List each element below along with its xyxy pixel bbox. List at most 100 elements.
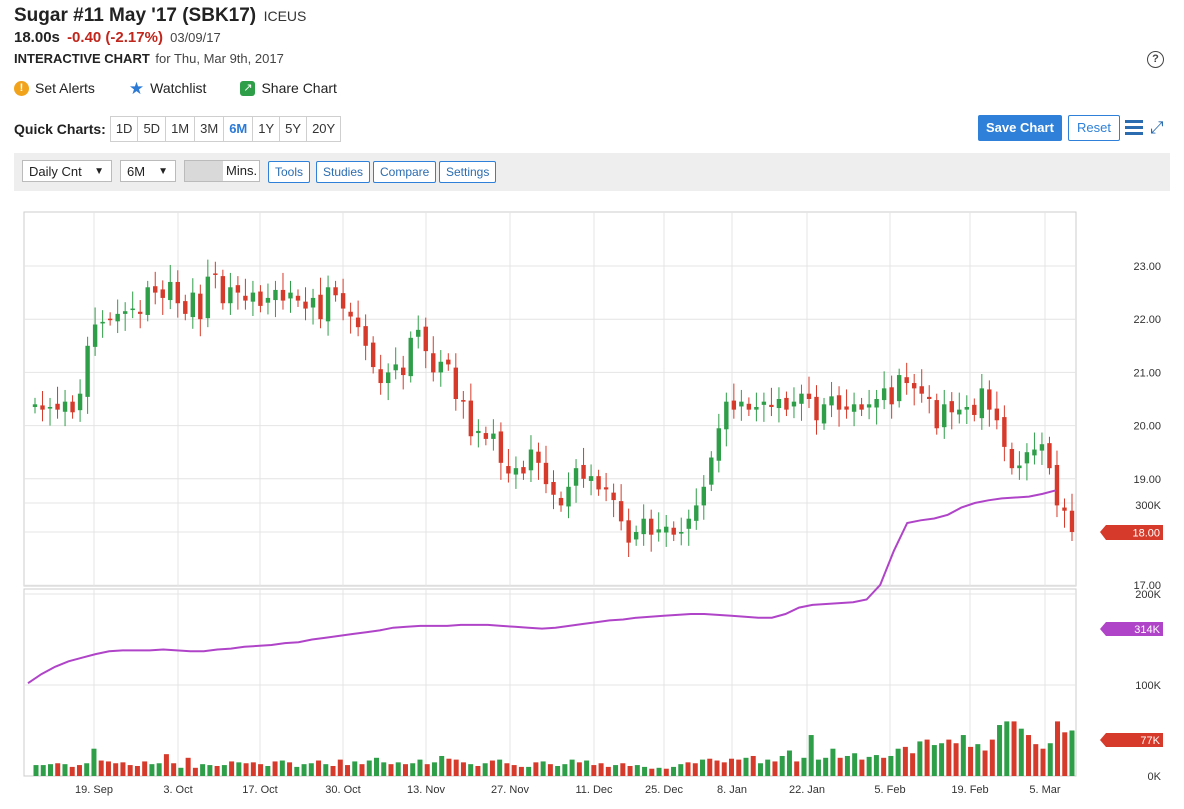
- volume-bar: [163, 754, 169, 776]
- candle: [438, 350, 443, 387]
- candle: [821, 397, 827, 430]
- volume-tick-label: 300K: [1135, 500, 1161, 512]
- watchlist-button[interactable]: ★ Watchlist: [129, 80, 207, 97]
- candle-body: [942, 404, 947, 428]
- candle: [220, 269, 226, 310]
- studies-button[interactable]: Studies: [316, 161, 371, 183]
- candle: [731, 383, 737, 419]
- quick-chart-6m[interactable]: 6M: [223, 116, 254, 142]
- candle-body: [799, 393, 804, 404]
- candle-body: [438, 361, 443, 373]
- volume-bar: [250, 762, 256, 776]
- candle-body: [626, 520, 631, 543]
- candle-body: [1062, 507, 1067, 511]
- volume-bar: [171, 763, 177, 776]
- menu-icon[interactable]: [1125, 120, 1143, 136]
- quick-chart-5y[interactable]: 5Y: [279, 116, 308, 142]
- price-change: -0.40 (-2.17%): [67, 29, 163, 46]
- date-tick-label: 22. Jan: [789, 784, 825, 796]
- price-panel-frame: [23, 211, 1077, 587]
- chevron-down-icon: ▼: [158, 166, 168, 177]
- candle: [295, 289, 301, 307]
- candle-body: [153, 286, 158, 293]
- candle: [761, 392, 767, 422]
- volume-bar: [584, 760, 590, 776]
- price-grid: [23, 211, 1077, 587]
- candle: [491, 419, 496, 451]
- candle: [521, 460, 526, 480]
- candle: [1039, 432, 1045, 465]
- open-interest-badge: 314K: [1100, 622, 1163, 636]
- volume-bar: [272, 761, 278, 776]
- candle-body: [964, 406, 969, 410]
- chevron-down-icon: ▼: [94, 166, 104, 177]
- candle: [656, 512, 661, 542]
- minutes-value-field[interactable]: [185, 161, 223, 181]
- candle: [416, 315, 421, 349]
- volume-bar: [489, 760, 495, 776]
- volume-bar: [460, 762, 466, 776]
- candle-body: [70, 401, 75, 413]
- volume-bar: [895, 748, 901, 776]
- candle-body: [250, 292, 256, 302]
- candle: [1024, 443, 1030, 481]
- quick-charts-label: Quick Charts:: [14, 121, 106, 137]
- candle-body: [446, 359, 451, 365]
- help-icon[interactable]: ?: [1147, 51, 1164, 68]
- volume-bar: [591, 765, 597, 776]
- volume-bar: [236, 762, 242, 776]
- candle: [235, 276, 241, 310]
- candle-body: [927, 396, 932, 399]
- quick-chart-5d[interactable]: 5D: [137, 116, 167, 142]
- candle-body: [145, 287, 150, 315]
- volume-bar: [779, 755, 785, 776]
- candle: [183, 294, 188, 321]
- volume-bar: [127, 765, 133, 776]
- volume-bar: [555, 765, 561, 776]
- tools-button[interactable]: Tools: [268, 161, 311, 183]
- candle-body: [1002, 417, 1007, 447]
- volume-bar: [402, 764, 408, 776]
- volume-bar: [924, 739, 930, 776]
- candle: [791, 387, 797, 419]
- save-chart-button[interactable]: Save Chart: [978, 115, 1062, 141]
- volume-bar: [671, 766, 677, 776]
- expand-icon[interactable]: ⤢: [1150, 118, 1164, 137]
- candle: [190, 278, 196, 329]
- volume-bar: [989, 739, 995, 776]
- candle: [889, 375, 894, 419]
- volume-bar: [497, 759, 503, 776]
- candle-body: [972, 404, 977, 415]
- candle-body: [122, 311, 128, 314]
- candle-body: [1039, 444, 1045, 451]
- quick-chart-1d[interactable]: 1D: [109, 116, 139, 142]
- compare-button[interactable]: Compare: [373, 161, 437, 183]
- share-chart-button[interactable]: ↗ Share Chart: [240, 80, 337, 96]
- quick-chart-1y[interactable]: 1Y: [252, 116, 281, 142]
- minutes-input[interactable]: Mins.: [184, 160, 260, 182]
- volume-bar: [265, 765, 271, 776]
- candle-body: [348, 311, 353, 317]
- period-select[interactable]: Daily Cnt ▼: [22, 160, 112, 182]
- candle-body: [739, 401, 744, 407]
- reset-button[interactable]: Reset: [1068, 115, 1120, 141]
- candle: [626, 508, 631, 558]
- volume-bar: [707, 758, 713, 776]
- candle: [408, 331, 413, 383]
- quick-chart-3m[interactable]: 3M: [194, 116, 225, 142]
- candle: [972, 398, 977, 422]
- candle: [160, 280, 165, 315]
- settings-button[interactable]: Settings: [439, 161, 497, 183]
- candle-body: [265, 297, 271, 303]
- page-title: Sugar #11 May '17 (SBK17): [14, 5, 257, 26]
- alert-icon: !: [14, 80, 29, 96]
- volume-bar: [381, 762, 387, 776]
- volume-bar: [337, 759, 343, 776]
- candle-body: [498, 431, 504, 463]
- quick-chart-20y[interactable]: 20Y: [306, 116, 342, 142]
- volume-bar: [1011, 721, 1017, 776]
- axis-labels: 23.00 22.00 21.00 20.00 19.00 18.00 17.00 300K 2…: [75, 261, 1162, 796]
- range-select[interactable]: 6M ▼: [120, 160, 176, 182]
- set-alerts-button[interactable]: ! Set Alerts: [14, 80, 95, 96]
